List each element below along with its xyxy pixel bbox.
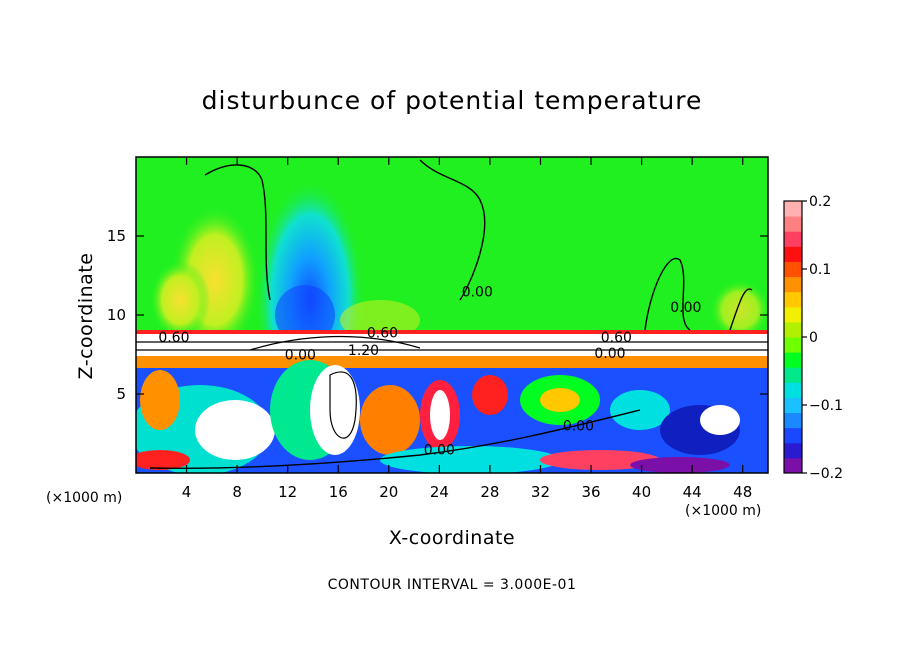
x-tick-label: 36 bbox=[581, 483, 600, 501]
colorbar-swatch bbox=[784, 412, 802, 429]
y-axis-label: Z-coordinate bbox=[75, 252, 97, 380]
colorbar-swatch bbox=[784, 276, 802, 293]
x-tick-label: 40 bbox=[632, 483, 651, 501]
colorbar-swatch bbox=[784, 306, 802, 323]
colorbar-swatch bbox=[784, 382, 802, 398]
contour-interval-label: CONTOUR INTERVAL = 3.000E-01 bbox=[327, 577, 577, 593]
contour-label: 0.60 bbox=[158, 330, 189, 346]
x-tick-label: 32 bbox=[531, 483, 550, 501]
temperature-field bbox=[136, 157, 768, 473]
x-tick-label: 8 bbox=[232, 483, 242, 501]
x-tick-label: 44 bbox=[683, 483, 702, 501]
contour-label: 0.60 bbox=[367, 325, 398, 341]
x-tick-label: 12 bbox=[278, 483, 297, 501]
colorbar-tick-label: 0.1 bbox=[809, 262, 831, 278]
colorbar-swatch bbox=[784, 261, 802, 278]
x-tick-label: 4 bbox=[182, 483, 192, 501]
x-tick-label: 28 bbox=[480, 483, 499, 501]
y-axis-ticks: 5 10 15 bbox=[107, 227, 768, 403]
colorbar-swatch bbox=[784, 337, 802, 353]
x-tick-label: 48 bbox=[733, 483, 752, 501]
colorbar-swatch bbox=[784, 352, 802, 368]
y-tick-label: 15 bbox=[107, 227, 126, 245]
colorbar-swatch bbox=[784, 367, 802, 383]
y-tick-label: 5 bbox=[116, 385, 126, 403]
colorbar-swatch bbox=[784, 246, 802, 262]
colorbar-swatch bbox=[784, 201, 802, 217]
colorbar-swatch bbox=[784, 231, 802, 247]
contour-label: 0.00 bbox=[424, 442, 455, 458]
contour-label: 0.60 bbox=[601, 330, 632, 346]
chart-title: disturbunce of potential temperature bbox=[201, 86, 703, 115]
colorbar-swatch bbox=[784, 291, 802, 308]
colorbar-swatch bbox=[784, 457, 802, 474]
contour-label: 0.00 bbox=[285, 348, 316, 364]
contour-label: 0.00 bbox=[462, 284, 493, 300]
x-axis-label: X-coordinate bbox=[388, 527, 516, 549]
contour-label: 0.00 bbox=[563, 419, 594, 435]
x-tick-label: 20 bbox=[379, 483, 398, 501]
colorbar: 0.2 0.1 0 −0.1 −0.2 bbox=[783, 194, 843, 482]
y-tick-label: 10 bbox=[107, 306, 126, 324]
x-unit-label-left: (×1000 m) bbox=[46, 490, 123, 506]
contour-label: 1.20 bbox=[348, 343, 379, 359]
colorbar-swatch bbox=[784, 397, 802, 414]
colorbar-tick-label: −0.2 bbox=[809, 466, 843, 482]
contour-label: 0.00 bbox=[594, 346, 625, 362]
colorbar-swatch bbox=[784, 321, 802, 338]
colorbar-swatch bbox=[784, 442, 802, 459]
x-tick-label: 16 bbox=[329, 483, 348, 501]
colorbar-tick-label: 0 bbox=[809, 330, 818, 346]
contour-label: 0.00 bbox=[670, 300, 701, 316]
x-axis-ticks: 4 8 12 16 20 24 28 32 36 40 44 48 bbox=[182, 157, 752, 501]
x-unit-label-right: (×1000 m) bbox=[685, 503, 762, 519]
colorbar-tick-label: −0.1 bbox=[809, 398, 843, 414]
x-tick-label: 24 bbox=[430, 483, 449, 501]
colorbar-tick-label: 0.2 bbox=[809, 194, 831, 210]
colorbar-swatch bbox=[784, 427, 802, 444]
colorbar-swatch bbox=[784, 216, 802, 232]
contour-labels: 0.000.000.60 0.60 0.600.00 1.20 0.000.000.00 bbox=[158, 284, 701, 458]
